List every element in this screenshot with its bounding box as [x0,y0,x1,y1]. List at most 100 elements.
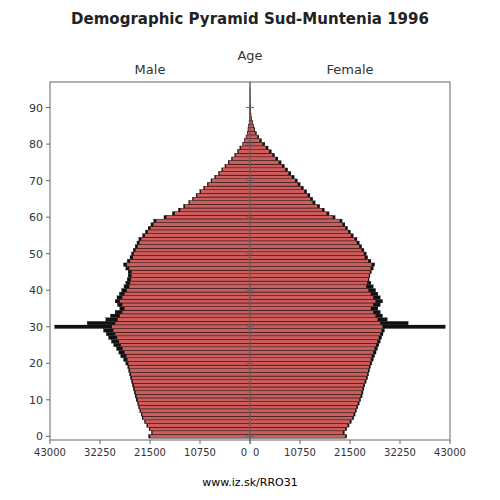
bar [222,168,250,171]
bar [139,237,250,240]
bar [126,281,250,284]
bar [250,325,383,328]
bar [250,223,343,226]
bar [134,383,250,386]
y-tick [46,253,50,254]
bar [250,248,364,251]
bar [250,391,362,394]
bar [250,186,303,189]
bar [164,215,250,218]
bar [246,135,250,138]
bar [145,230,250,233]
bar [141,413,250,416]
bar [250,153,272,156]
bar [250,245,362,248]
y-tick-label: 40 [29,284,43,297]
x-tick-label: 43000 [34,447,66,458]
bar [232,157,250,160]
bar [250,270,370,273]
y-tick [246,217,254,218]
bar [124,351,250,354]
chart: Demographic Pyramid Sud-Muntenia 1996Age… [0,0,500,500]
bar [120,314,250,317]
bar [250,362,372,365]
bar [130,259,250,262]
bar [139,405,250,408]
bar [130,376,250,379]
bar [127,288,250,291]
bar [250,343,379,346]
bar [134,252,250,255]
bar [207,183,250,186]
bar [142,413,250,416]
bar [250,340,377,343]
bar [127,358,250,361]
y-tick [46,217,50,218]
bar [250,354,372,357]
bar [130,373,250,376]
bar [250,285,373,288]
bar [250,413,355,416]
bar [250,226,345,229]
bar [250,413,354,416]
bar [250,394,362,397]
bar [250,259,371,262]
bar [235,153,250,156]
bar [131,270,250,273]
bar [126,362,250,365]
bar [250,172,291,175]
bar [250,179,297,182]
bar [250,256,365,259]
bar [250,164,282,167]
bars [250,88,445,439]
y-tick-label: 90 [29,102,43,115]
bar [250,164,284,167]
panel-frame [50,82,250,440]
y-tick [246,399,254,400]
bar [250,405,358,408]
bar [250,398,359,401]
bar [203,186,250,189]
bar [250,179,295,182]
bar [250,329,384,332]
bar [122,303,250,306]
bar [128,270,250,273]
bar [154,219,250,222]
x-tick-label: 21500 [134,447,166,458]
bar [250,168,285,171]
bar [148,226,250,229]
bar [250,416,354,419]
bar [130,281,250,284]
bar [128,362,250,365]
bar [250,135,259,138]
bar [250,124,254,127]
x-tick [250,440,251,444]
bar [250,318,387,321]
bar [250,420,350,423]
x-tick-label: 32250 [384,447,416,458]
x-tick [400,440,401,444]
x-tick-label: 0 [253,447,259,458]
bar [250,416,352,419]
bar [250,234,353,237]
bar [106,318,250,321]
bar [250,245,359,248]
bar [250,274,370,277]
bar [114,343,250,346]
bar [250,435,347,438]
bar [135,394,250,397]
annotation: www.iz.sk/RRO31 [202,476,298,489]
bar [250,241,357,244]
bar [145,234,250,237]
bar [250,405,357,408]
x-tick-label: 10750 [284,447,316,458]
bar [250,208,324,211]
bar [123,347,250,350]
y-tick [46,107,50,108]
bar [238,150,250,153]
bar [250,394,361,397]
bar [250,128,254,131]
title: Demographic Pyramid Sud-Muntenia 1996 [71,10,429,28]
bar [115,310,250,313]
bar [250,212,327,215]
